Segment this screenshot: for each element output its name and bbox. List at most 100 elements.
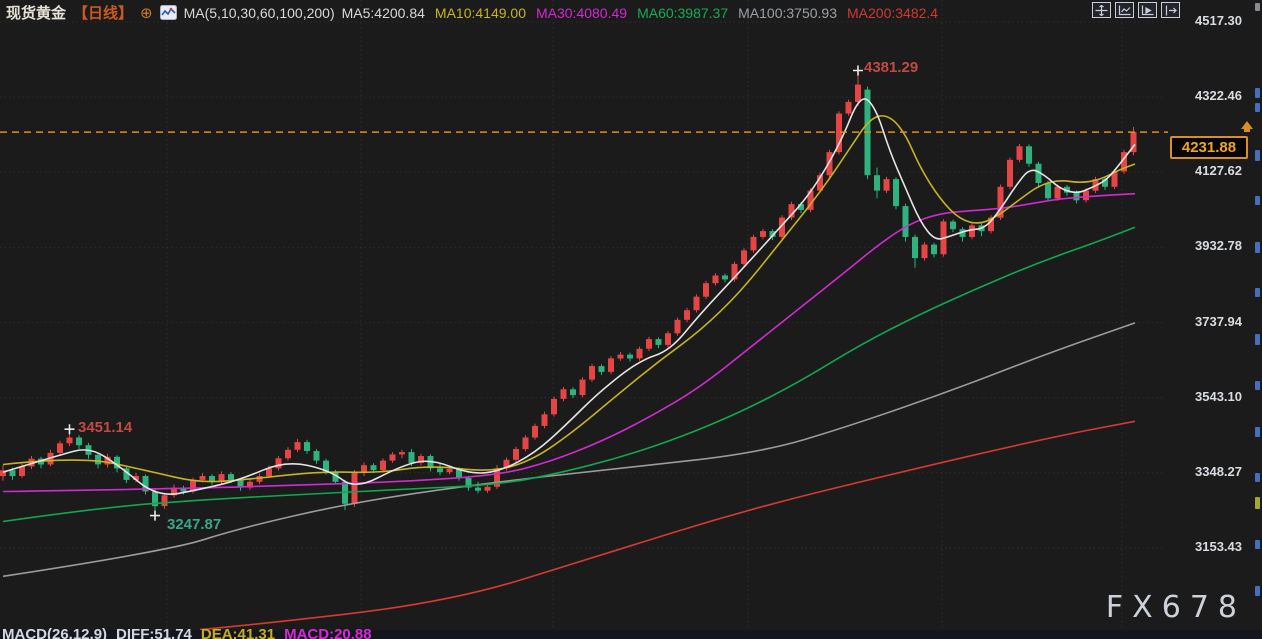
clipped-side-glyph xyxy=(1255,381,1260,390)
candle xyxy=(997,186,1004,218)
candle xyxy=(988,217,994,232)
candle xyxy=(712,275,719,284)
collapse-panel-icon[interactable] xyxy=(1161,2,1180,18)
candle xyxy=(1073,192,1080,201)
ma-value: MA200:3482.4 xyxy=(847,4,939,21)
candle xyxy=(627,354,633,359)
clipped-side-glyph xyxy=(1255,242,1260,253)
candle xyxy=(370,465,377,471)
candle xyxy=(769,231,776,237)
candle xyxy=(817,175,823,191)
candle xyxy=(199,476,206,480)
axis-tick-label: 4517.30 xyxy=(1195,13,1242,28)
candle xyxy=(408,452,415,463)
ma-line-MA30 xyxy=(2,192,1136,493)
candle xyxy=(741,250,747,264)
candle xyxy=(9,470,16,477)
candle xyxy=(114,456,120,469)
candle xyxy=(598,366,605,372)
macd-macd-value: MACD:20.88 xyxy=(284,626,372,639)
candle xyxy=(1130,132,1137,153)
candle xyxy=(636,348,643,359)
candle xyxy=(237,479,244,488)
axis-tick-label: 3348.27 xyxy=(1195,464,1242,479)
candle xyxy=(570,389,576,396)
candle xyxy=(95,454,101,465)
candle xyxy=(1121,152,1127,172)
chart-playback-icon[interactable] xyxy=(1138,2,1157,18)
candle xyxy=(912,236,918,259)
candle xyxy=(750,236,757,251)
macd-header: MACD(26,12,9) DIFF:51.74 DEA:41.31 MACD:20.… xyxy=(2,626,381,639)
candle xyxy=(874,175,880,191)
candle xyxy=(836,113,842,153)
macd-settings-label: MACD(26,12,9) xyxy=(2,626,108,639)
candle xyxy=(57,443,63,453)
candle xyxy=(731,263,738,280)
candle xyxy=(161,495,168,507)
candle xyxy=(902,206,909,237)
ma-value: MA30:4080.49 xyxy=(535,4,628,21)
candle xyxy=(579,379,586,395)
timeframe-label: 【日线】 xyxy=(73,5,134,22)
crosshair-icon[interactable] xyxy=(1092,2,1111,18)
chart-type-icon[interactable] xyxy=(159,5,177,20)
chart-toolbar xyxy=(1092,2,1180,18)
ma-value: MA5:4200.84 xyxy=(341,4,425,21)
candle xyxy=(285,449,291,459)
ma-line-MA5 xyxy=(2,98,1136,495)
candle xyxy=(475,487,481,491)
candle xyxy=(560,389,567,399)
candle xyxy=(228,474,234,480)
candle xyxy=(722,275,728,280)
candle xyxy=(532,425,538,438)
axis-tick-label: 3932.78 xyxy=(1195,238,1242,253)
candle xyxy=(826,152,833,176)
candle xyxy=(76,437,82,446)
candle xyxy=(1111,171,1118,187)
ma-settings-label[interactable]: MA(5,10,30,60,100,200) xyxy=(183,4,335,21)
clipped-side-glyph xyxy=(1255,150,1260,161)
candle xyxy=(104,456,111,465)
candle xyxy=(256,476,263,482)
ma-value: MA60:3987.37 xyxy=(637,4,729,21)
candle xyxy=(921,244,928,259)
candle xyxy=(266,468,272,476)
candle xyxy=(1064,186,1070,193)
ma-line-MA200 xyxy=(199,420,1136,631)
candle xyxy=(807,190,814,210)
candle xyxy=(313,451,320,461)
watermark: FX678 xyxy=(1105,590,1246,625)
candle xyxy=(19,466,25,476)
candle xyxy=(484,486,491,491)
axis-scale-icon[interactable] xyxy=(1115,2,1134,18)
candle xyxy=(855,84,861,102)
candle xyxy=(209,476,215,482)
candle xyxy=(674,319,681,334)
current-price-value: 4231.88 xyxy=(1181,139,1237,156)
extreme-markers xyxy=(64,65,863,521)
svg-text:4381.29: 4381.29 xyxy=(864,59,918,76)
clipped-side-glyph xyxy=(1255,334,1260,345)
ma-value: MA10:4149.00 xyxy=(434,4,526,21)
candle xyxy=(513,449,519,460)
candle xyxy=(66,437,73,444)
candle xyxy=(133,476,139,480)
macd-diff-value: DIFF:51.74 xyxy=(116,626,192,639)
current-price-tag: 4231.88 xyxy=(1170,136,1248,159)
candle xyxy=(218,474,225,482)
candle xyxy=(465,478,472,488)
clipped-side-glyph xyxy=(1255,586,1260,596)
candle xyxy=(351,473,358,504)
candle xyxy=(779,217,785,237)
candle xyxy=(608,358,614,372)
candle xyxy=(1083,190,1089,201)
clipped-side-glyph xyxy=(1255,427,1260,437)
candle xyxy=(589,366,595,380)
svg-text:3247.87: 3247.87 xyxy=(167,516,221,533)
candle xyxy=(494,468,500,487)
compare-add-icon[interactable]: ⊕ xyxy=(140,4,153,22)
candle xyxy=(522,437,529,450)
